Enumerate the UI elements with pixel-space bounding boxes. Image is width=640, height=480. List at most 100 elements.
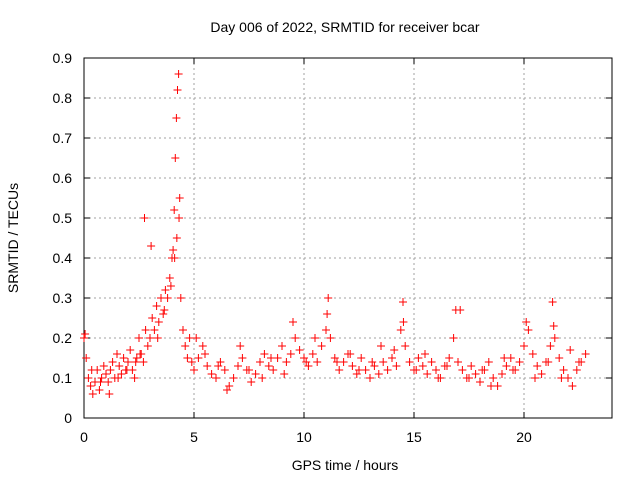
data-point	[572, 366, 581, 374]
y-tick-label: 0.9	[53, 50, 73, 66]
data-point	[269, 366, 278, 374]
data-point	[533, 362, 542, 370]
data-point	[366, 374, 374, 382]
y-tick-label: 0.4	[53, 250, 73, 266]
data-point	[323, 310, 332, 318]
chart-title: Day 006 of 2022, SRMTID for receiver bca…	[210, 19, 480, 35]
data-point	[173, 86, 182, 94]
y-tick-label: 0.7	[53, 130, 73, 146]
data-point	[549, 322, 558, 330]
data-point	[139, 358, 148, 366]
x-axis: 0 5 10 15 20	[80, 58, 532, 445]
data-point	[174, 70, 183, 78]
data-point	[489, 374, 498, 382]
data-point	[223, 386, 231, 394]
data-point	[170, 254, 179, 262]
data-point	[153, 334, 162, 342]
data-point	[300, 354, 308, 362]
data-point	[96, 378, 105, 386]
data-point	[388, 354, 396, 362]
data-point	[432, 366, 440, 374]
y-axis-label: SRMTID / TECUs	[5, 183, 21, 293]
data-point	[544, 358, 553, 366]
data-point	[175, 214, 184, 222]
data-point	[324, 294, 333, 302]
data-point	[160, 306, 169, 314]
data-point	[302, 358, 311, 366]
data-point	[423, 370, 432, 378]
data-point	[581, 350, 590, 358]
data-point	[175, 194, 184, 202]
data-point	[132, 354, 141, 362]
data-point	[163, 294, 172, 302]
data-point	[172, 114, 181, 122]
data-point	[357, 354, 366, 362]
data-point	[333, 358, 341, 366]
data-point	[399, 318, 408, 326]
data-point	[264, 362, 273, 370]
data-point	[84, 374, 93, 382]
data-point	[154, 318, 163, 326]
y-tick-label: 0.8	[53, 90, 73, 106]
x-tick-label: 15	[406, 429, 422, 445]
plot-frame	[83, 57, 613, 419]
x-tick-label: 5	[190, 429, 198, 445]
data-point	[568, 382, 577, 390]
data-point	[95, 386, 104, 394]
data-point	[165, 274, 174, 282]
data-point	[414, 354, 423, 362]
data-point	[192, 334, 201, 342]
data-point	[555, 354, 564, 362]
y-tick-label: 0.5	[53, 210, 73, 226]
data-point	[115, 362, 124, 370]
data-point	[236, 342, 245, 350]
data-point	[105, 390, 114, 398]
data-point	[82, 354, 91, 362]
data-point	[131, 358, 140, 366]
data-point	[326, 334, 335, 342]
data-point	[198, 342, 207, 350]
data-point	[322, 326, 330, 334]
data-point	[330, 354, 339, 362]
data-point	[456, 306, 465, 314]
data-point	[146, 334, 154, 342]
data-point	[238, 354, 247, 362]
data-point	[141, 326, 150, 334]
data-point	[80, 334, 88, 342]
data-point	[370, 362, 379, 370]
data-point	[117, 370, 126, 378]
data-point	[104, 378, 113, 386]
data-point	[114, 374, 123, 382]
data-point	[245, 366, 253, 374]
data-point	[520, 342, 528, 350]
data-point	[537, 370, 546, 378]
y-axis: 0 0.1 0.2 0.3 0.4 0.5 0.6 0.7 0.8 0.9	[53, 50, 612, 426]
data-point	[126, 346, 135, 354]
data-point	[247, 378, 256, 386]
x-tick-label: 10	[296, 429, 312, 445]
data-point	[412, 366, 421, 374]
data-point	[286, 350, 295, 358]
data-point	[179, 326, 187, 334]
data-point	[260, 350, 269, 358]
data-point	[214, 362, 223, 370]
data-point	[311, 334, 319, 342]
data-point	[476, 378, 484, 386]
data-point	[122, 366, 131, 374]
x-axis-label: GPS time / hours	[292, 457, 399, 473]
grid-lines	[84, 58, 612, 418]
data-point	[467, 362, 476, 370]
data-point	[484, 358, 493, 366]
data-point	[212, 374, 220, 382]
data-point	[368, 358, 377, 366]
data-point	[355, 366, 363, 374]
data-point	[282, 358, 291, 366]
data-point	[317, 342, 326, 350]
data-point	[304, 362, 313, 370]
data-point	[405, 358, 414, 366]
data-point	[399, 298, 407, 306]
data-point	[449, 334, 458, 342]
data-point	[207, 370, 216, 378]
data-point	[87, 366, 96, 374]
